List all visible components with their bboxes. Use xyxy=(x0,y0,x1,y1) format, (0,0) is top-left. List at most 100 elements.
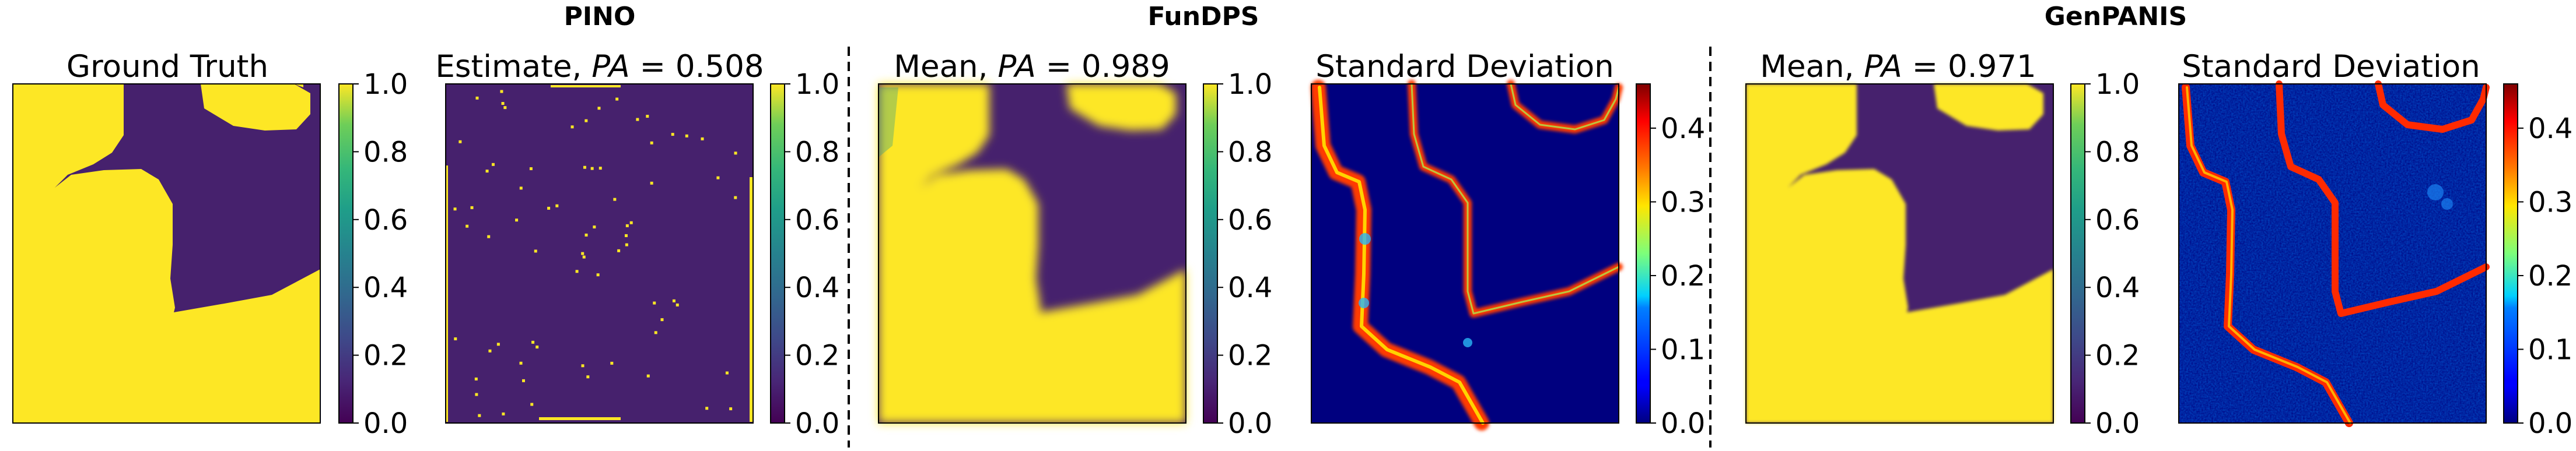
speckle xyxy=(466,224,469,228)
speckle xyxy=(625,243,628,246)
colorbar-tick-label: 0.0 xyxy=(1228,407,1272,440)
colorbar-ticks: 0.0 0.1 0.2 0.3 0.4 xyxy=(2518,112,2572,440)
speckle xyxy=(660,318,664,322)
colorbar-tick-label: 0.0 xyxy=(1661,407,1705,440)
colorbar-tick-label: 0.6 xyxy=(2095,204,2140,237)
speckle xyxy=(584,119,588,122)
colorbar-tick-label: 0.3 xyxy=(1661,186,1705,219)
speckle xyxy=(615,97,619,101)
panel-pino-estimate: Estimate, PA = 0.508 0.0 0.2 0.4 0.6 0.8 1.0 xyxy=(435,49,839,440)
colorbar-tick-label: 0.6 xyxy=(1228,204,1272,237)
heatmap-genpanis-mean xyxy=(1745,83,2054,424)
colorbar-tick-label: 0.0 xyxy=(795,407,839,440)
speckle xyxy=(500,90,503,93)
speckle xyxy=(613,198,617,201)
speckle xyxy=(729,407,733,411)
panel-fundps-mean: Mean, PA = 0.989 0.0 0.2 0.4 0.6 0.8 1.0 xyxy=(878,49,1272,440)
speckle xyxy=(636,118,639,121)
panel-title: Standard Deviation xyxy=(1315,49,1614,84)
speckle xyxy=(685,134,688,138)
colorbar: 0.0 0.2 0.4 0.6 0.8 1.0 xyxy=(1203,68,1272,440)
colorbar-tick-label: 0.6 xyxy=(363,204,408,237)
speckle xyxy=(672,299,676,302)
speckle xyxy=(496,343,500,346)
speckle xyxy=(590,167,594,170)
speckle xyxy=(625,224,629,227)
colorbar-tick-label: 0.8 xyxy=(363,136,408,168)
colorbar: 0.0 0.2 0.4 0.6 0.8 1.0 xyxy=(770,68,839,440)
colorbar-tick-label: 0.2 xyxy=(2528,260,2572,293)
speckle xyxy=(522,379,525,382)
colorbar-tick-label: 0.0 xyxy=(2095,407,2140,440)
speckle xyxy=(596,273,600,277)
colorbar-ticks: 0.0 0.2 0.4 0.6 0.8 1.0 xyxy=(2085,68,2140,440)
speckle xyxy=(650,181,653,185)
speckle xyxy=(491,163,495,166)
panel-fundps-std: Standard Deviation 0.0 0.1 xyxy=(1311,49,1705,440)
speckle xyxy=(485,170,489,173)
group-title-fundps: FunDPS xyxy=(1148,2,1259,31)
colorbar-tick-label: 0.1 xyxy=(1661,333,1705,366)
speckle xyxy=(646,374,650,378)
speckle xyxy=(624,234,628,237)
speckle xyxy=(725,371,729,375)
speckle xyxy=(581,364,584,368)
colorbar-tick-label: 0.4 xyxy=(795,272,839,304)
colorbar-tick-label: 0.2 xyxy=(1661,260,1705,293)
speckle xyxy=(705,407,709,410)
speckle xyxy=(586,375,590,379)
speckle xyxy=(646,115,649,118)
speckle xyxy=(593,225,596,229)
colorbar-tick-label: 0.8 xyxy=(1228,136,1272,168)
colorbar-tick-label: 0.4 xyxy=(363,272,408,304)
speckle xyxy=(478,414,481,417)
speckle xyxy=(581,252,584,255)
speckle xyxy=(454,337,457,341)
speckle xyxy=(453,207,457,211)
panel-genpanis-std: Standard Deviation 0.0 0.1 0.2 0.3 0.4 xyxy=(2178,49,2572,440)
colorbar-tick-label: 0.8 xyxy=(795,136,839,168)
speckle xyxy=(734,151,737,155)
speckle xyxy=(597,107,601,110)
speckle xyxy=(598,167,602,170)
colorbar-ticks: 0.0 0.2 0.4 0.6 0.8 1.0 xyxy=(785,68,839,440)
colorbar-tick-label: 0.2 xyxy=(2095,340,2140,372)
speckle xyxy=(475,393,478,396)
speckles xyxy=(446,85,752,422)
speckle xyxy=(716,176,720,179)
colorbar-tick-label: 1.0 xyxy=(795,68,839,101)
speckle xyxy=(575,270,579,273)
edge-speckle xyxy=(551,85,621,87)
colorbar-ticks: 0.0 0.2 0.4 0.6 0.8 1.0 xyxy=(353,68,408,440)
speckle xyxy=(536,346,539,349)
colorbar-tick-label: 1.0 xyxy=(1228,68,1272,101)
colorbar: 0.0 0.2 0.4 0.6 0.8 1.0 xyxy=(2070,68,2140,440)
colorbar-ticks: 0.0 0.1 0.2 0.3 0.4 xyxy=(1650,112,1705,440)
speckle xyxy=(470,206,474,209)
heatmap-ground-truth xyxy=(12,83,321,424)
speckle xyxy=(459,140,462,143)
panel-title: Mean, PA = 0.971 xyxy=(1760,49,2036,84)
speckle xyxy=(475,96,479,100)
group-title-genpanis: GenPANIS xyxy=(2045,2,2187,31)
speckle xyxy=(583,165,586,169)
speckle xyxy=(502,412,505,415)
speckle xyxy=(676,303,679,306)
colorbar-tick-label: 0.8 xyxy=(2095,136,2140,168)
colorbar-tick-label: 0.2 xyxy=(363,340,408,372)
colorbar-tick-label: 0.1 xyxy=(2528,333,2572,366)
colorbar-tick-label: 0.0 xyxy=(363,407,408,440)
edge-speckle xyxy=(750,177,752,422)
colorbar-tick-label: 0.4 xyxy=(2528,112,2572,145)
edge-speckle xyxy=(446,165,448,422)
heatmap-fundps-mean xyxy=(878,83,1186,424)
colorbar-tick-label: 0.2 xyxy=(795,340,839,372)
field-high-region xyxy=(13,84,320,423)
speckle xyxy=(488,349,492,353)
speckle xyxy=(734,196,737,199)
speckle xyxy=(515,219,519,222)
speckle xyxy=(570,125,574,129)
speckle xyxy=(530,403,534,406)
panel-title: Ground Truth xyxy=(66,49,268,84)
